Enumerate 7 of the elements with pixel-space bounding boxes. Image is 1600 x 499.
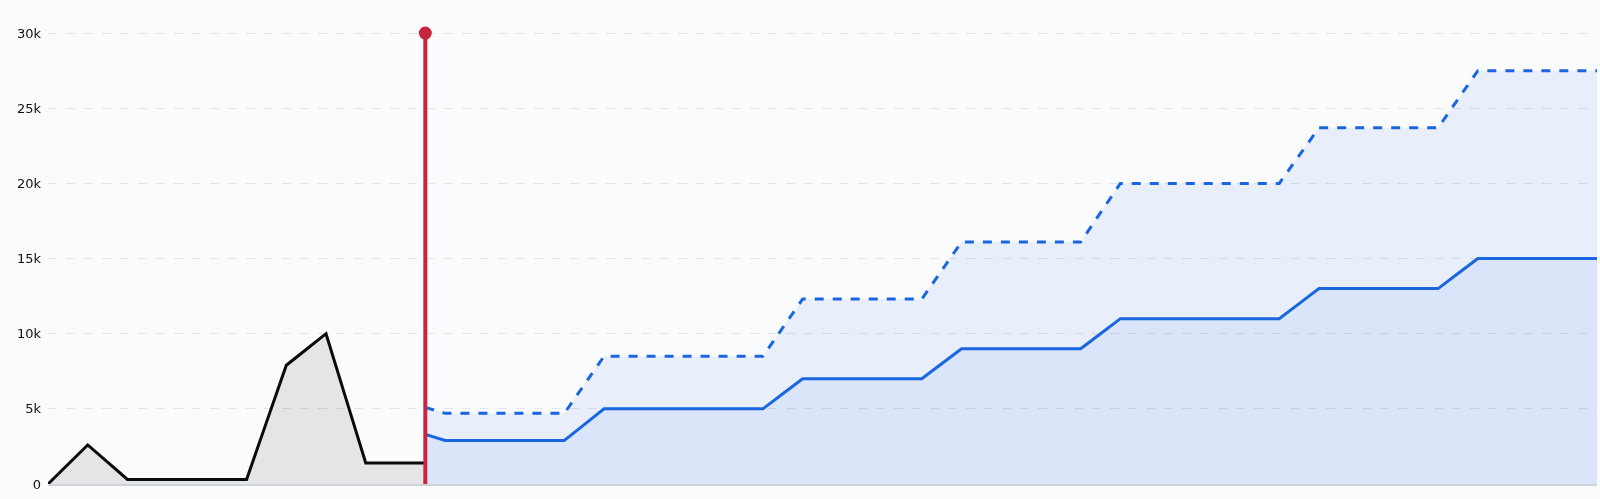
y-tick-label: 5k — [25, 401, 42, 417]
y-tick-label: 30k — [16, 25, 42, 41]
y-tick-label: 15k — [16, 251, 42, 267]
y-tick-label: 0 — [32, 476, 41, 492]
y-tick-label: 10k — [16, 326, 42, 342]
y-tick-label: 20k — [16, 175, 42, 191]
y-tick-label: 25k — [16, 100, 42, 116]
